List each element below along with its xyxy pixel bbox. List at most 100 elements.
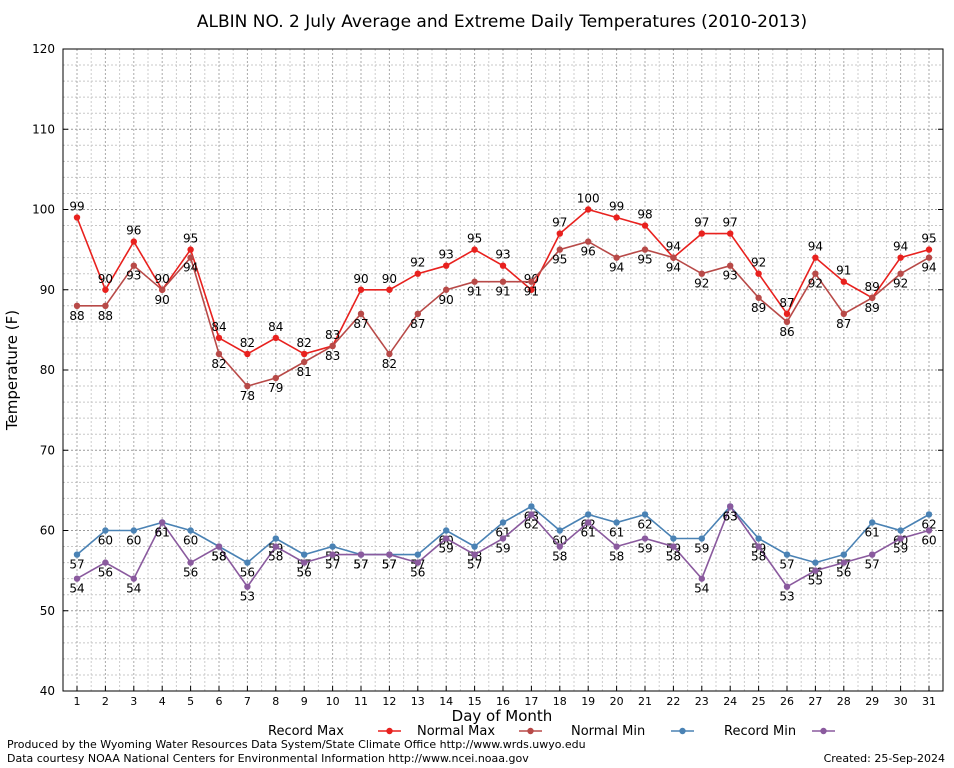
x-tick-label: 21: [638, 695, 652, 708]
data-point: [301, 350, 308, 358]
data-label: 84: [211, 320, 226, 334]
x-tick-label: 18: [553, 695, 567, 708]
data-label: 100: [577, 192, 600, 206]
data-point: [556, 543, 563, 550]
x-tick-label: 30: [894, 695, 908, 708]
x-tick-label: 13: [411, 695, 425, 708]
data-point: [727, 262, 734, 269]
data-point: [443, 262, 450, 269]
data-label: 90: [98, 272, 113, 286]
data-point: [244, 350, 251, 358]
data-label: 57: [353, 558, 368, 572]
data-point: [159, 286, 166, 293]
y-tick-label: 120: [32, 42, 55, 56]
data-point: [244, 583, 251, 590]
data-point: [670, 254, 677, 261]
data-label: 56: [297, 566, 312, 580]
data-label: 90: [155, 272, 170, 286]
data-point: [301, 358, 308, 366]
x-tick-label: 11: [354, 695, 368, 708]
data-point: [812, 567, 819, 574]
data-label: 86: [779, 325, 794, 339]
data-point: [357, 286, 365, 293]
legend-marker: [820, 727, 827, 735]
data-point: [840, 278, 847, 285]
data-label: 60: [98, 534, 113, 548]
data-label: 57: [382, 558, 397, 572]
data-label: 95: [183, 232, 198, 246]
data-point: [443, 535, 450, 542]
data-label: 57: [467, 558, 482, 572]
data-label: 97: [723, 216, 738, 230]
data-label: 93: [723, 269, 738, 283]
data-point: [187, 246, 194, 253]
data-point: [869, 519, 876, 526]
data-label: 87: [779, 296, 794, 310]
data-point: [556, 527, 563, 534]
data-point: [698, 535, 705, 542]
data-point: [528, 278, 535, 285]
data-point: [925, 254, 933, 261]
data-point: [386, 286, 393, 293]
data-label: 58: [268, 550, 283, 564]
y-tick-label: 110: [32, 122, 55, 136]
data-point: [272, 334, 279, 342]
y-tick-label: 80: [40, 363, 55, 377]
data-label: 94: [921, 261, 936, 275]
data-point: [869, 551, 876, 558]
data-point: [897, 535, 904, 542]
data-point: [329, 551, 336, 558]
data-point: [215, 334, 223, 342]
data-point: [102, 302, 109, 309]
data-point: [329, 342, 336, 350]
data-point: [73, 575, 81, 582]
data-point: [471, 246, 478, 253]
data-label: 59: [439, 542, 454, 556]
data-label: 90: [353, 272, 368, 286]
data-label: 94: [183, 261, 198, 275]
data-point: [556, 230, 563, 237]
data-label: 91: [836, 264, 851, 278]
x-tick-label: 19: [581, 695, 595, 708]
data-label: 94: [666, 261, 681, 275]
data-point: [301, 559, 308, 566]
data-point: [357, 310, 365, 318]
data-point: [698, 230, 705, 237]
data-label: 96: [126, 224, 141, 238]
data-label: 90: [382, 272, 397, 286]
y-axis-label: Temperature (F): [3, 310, 21, 431]
data-label: 83: [325, 328, 340, 342]
legend-label: Normal Max: [417, 724, 495, 739]
data-point: [414, 310, 421, 318]
data-label: 88: [69, 309, 84, 323]
data-label: 94: [808, 240, 823, 254]
data-point: [783, 583, 791, 590]
data-point: [641, 511, 649, 518]
x-tick-label: 6: [216, 695, 223, 708]
data-label: 54: [69, 582, 84, 596]
data-point: [641, 222, 649, 229]
x-tick-label: 20: [610, 695, 624, 708]
data-label: 81: [297, 365, 312, 379]
legend: Record Max Normal Max Normal Min Record Min: [268, 724, 835, 739]
data-point: [73, 302, 81, 309]
data-point: [840, 310, 847, 318]
data-label: 84: [268, 320, 283, 334]
data-point: [130, 262, 137, 269]
x-axis-label: Day of Month: [452, 707, 553, 725]
x-tick-label: 28: [837, 695, 851, 708]
data-label: 62: [637, 517, 652, 531]
data-label: 88: [98, 309, 113, 323]
legend-label: Record Min: [724, 724, 796, 739]
data-point: [130, 238, 137, 245]
data-label: 58: [552, 550, 567, 564]
data-label: 59: [694, 542, 709, 556]
data-point: [499, 262, 507, 269]
data-label: 79: [268, 381, 283, 395]
data-label: 59: [637, 542, 652, 556]
data-label: 95: [637, 253, 652, 267]
data-label: 98: [637, 208, 652, 222]
data-label: 95: [467, 232, 482, 246]
y-tick-label: 90: [40, 283, 55, 297]
